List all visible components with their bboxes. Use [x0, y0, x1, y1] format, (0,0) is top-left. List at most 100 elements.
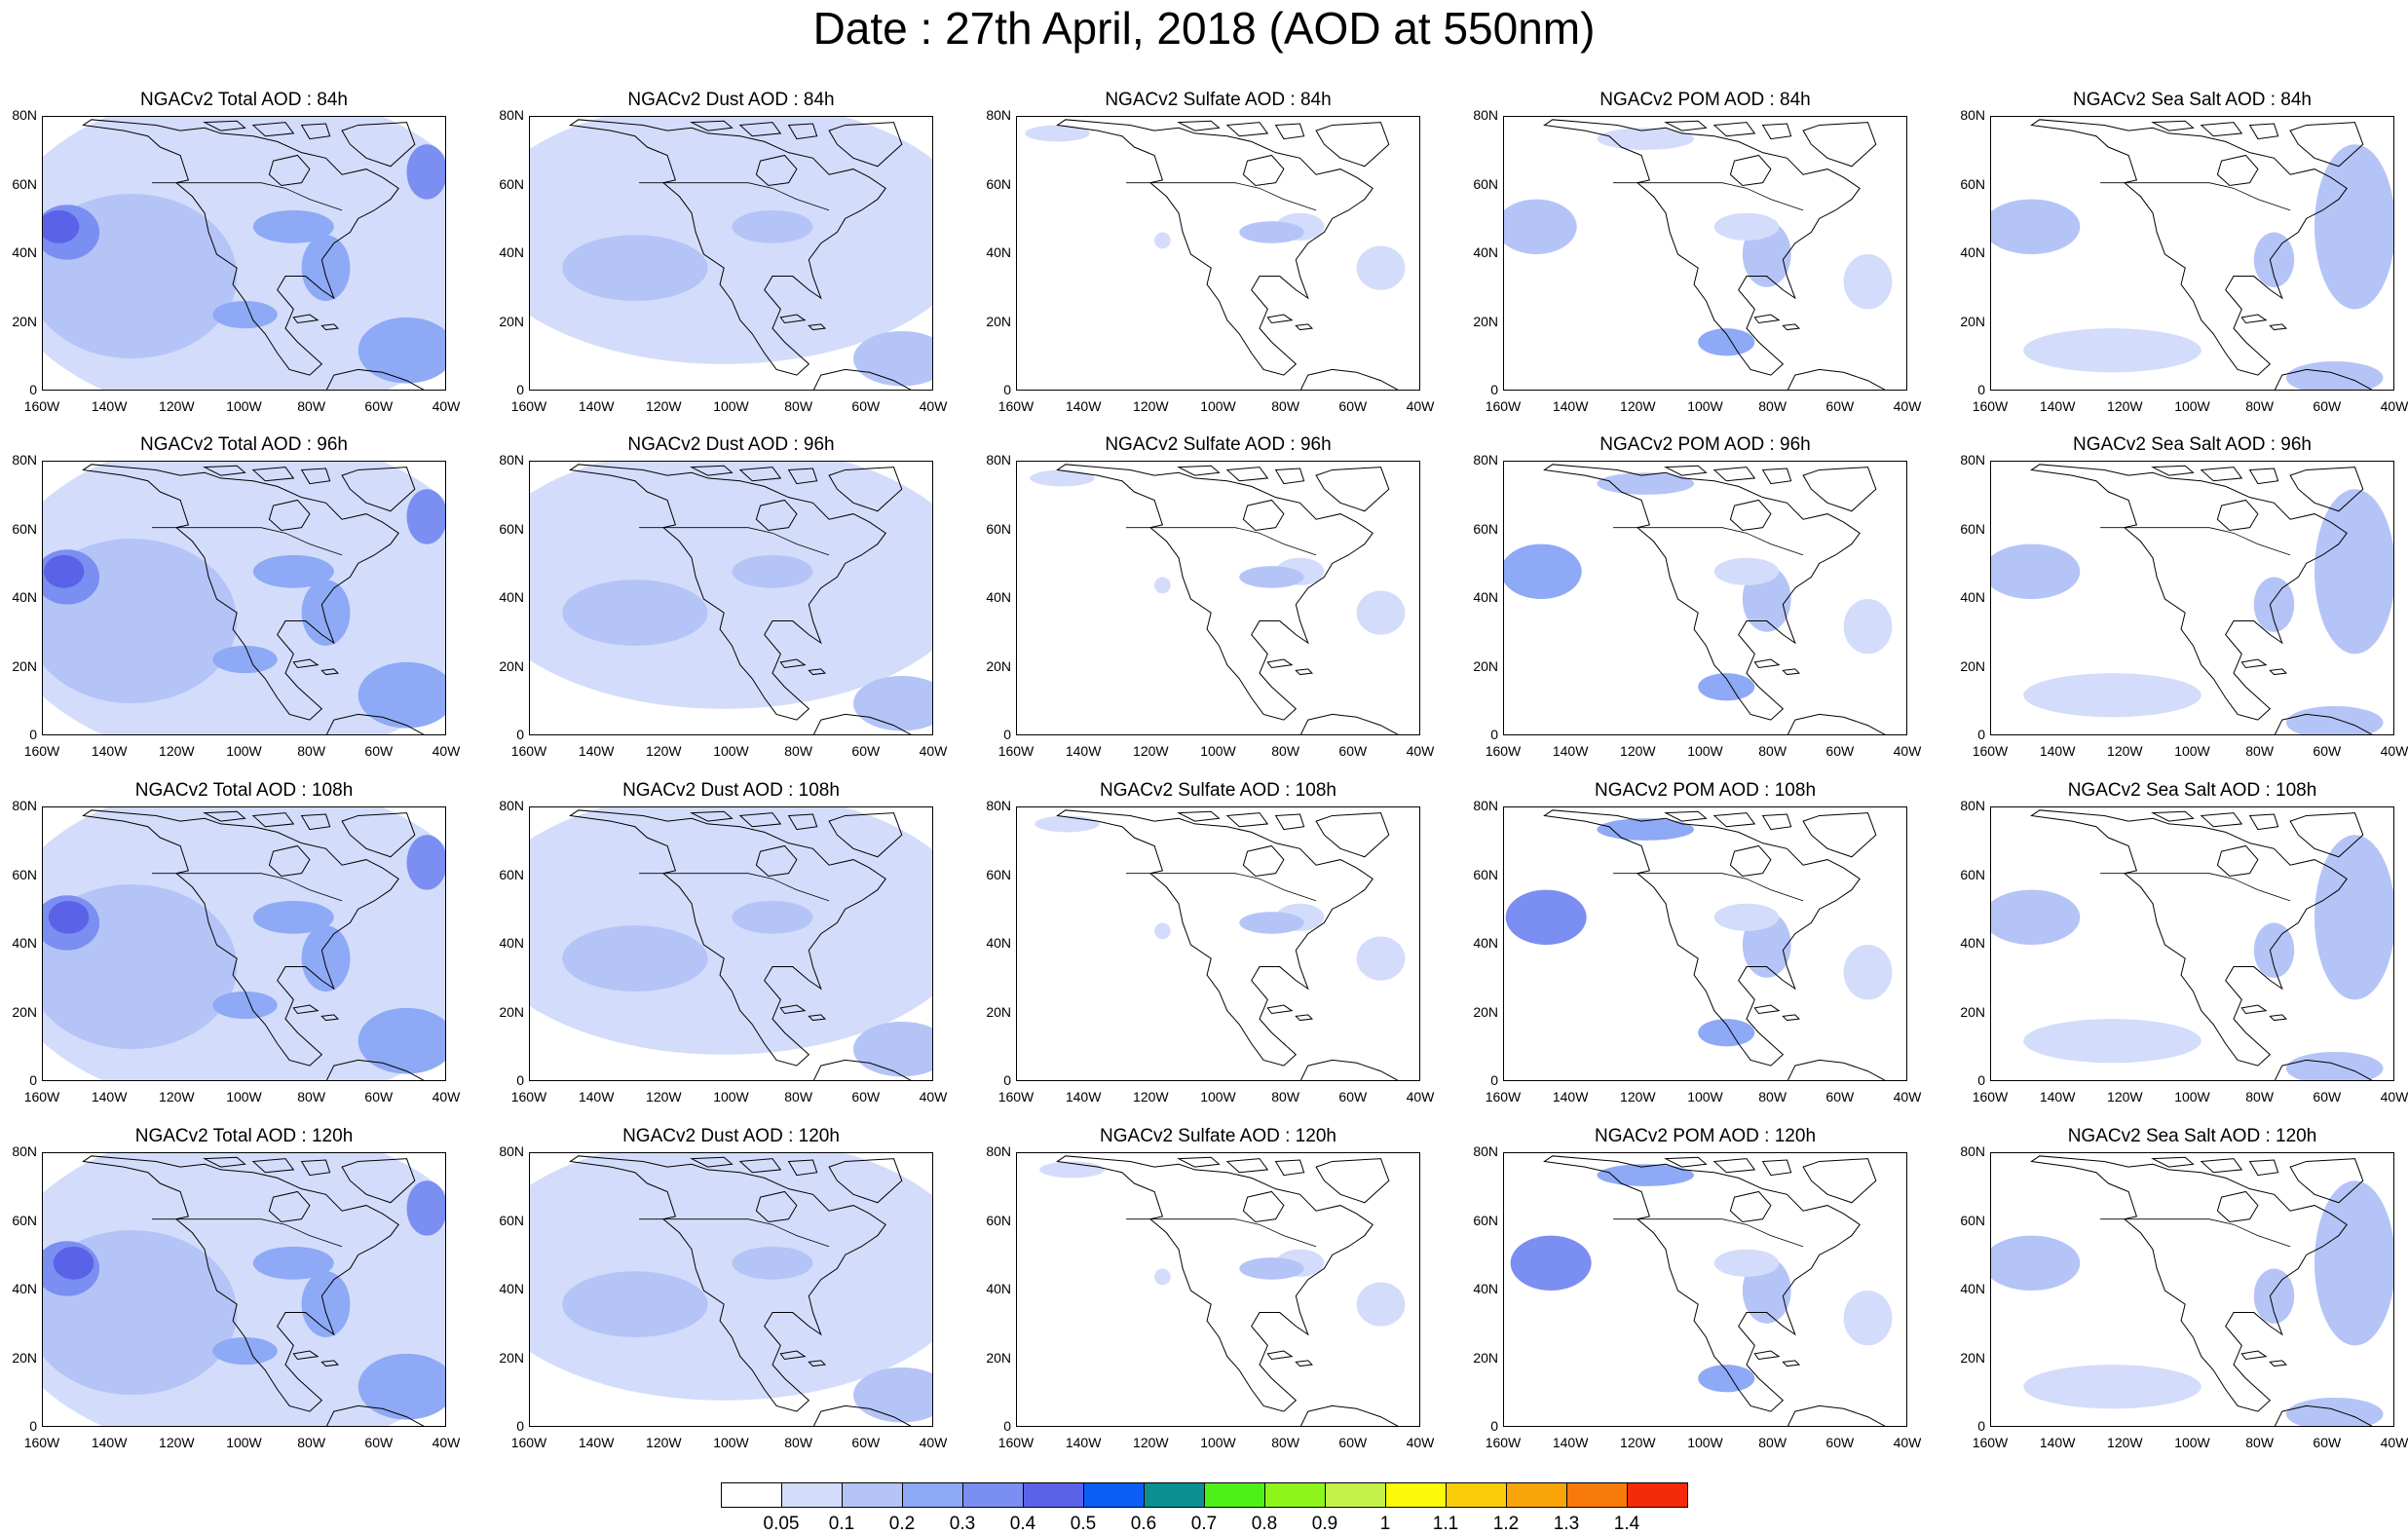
lat-tick-label: 40N: [12, 935, 37, 951]
coastline: [1729, 844, 1772, 878]
colorbar-label: 0.5: [1070, 1514, 1097, 1534]
country-border: [639, 527, 830, 556]
country-border: [639, 873, 830, 902]
aod-field: [252, 1246, 334, 1280]
coastline: [787, 1159, 818, 1177]
lon-tick-label: 80W: [784, 1435, 813, 1450]
lon-tick-label: 120W: [2107, 1435, 2143, 1450]
lon-tick-label: 40W: [1893, 1435, 1922, 1450]
coastline: [1242, 154, 1285, 187]
coastline: [1543, 119, 1861, 376]
colorbar-label: 0.3: [949, 1514, 976, 1534]
lat-tick-label: 60N: [1960, 520, 1985, 537]
aod-map: [1039, 1155, 1406, 1426]
lon-tick-label: 160W: [23, 743, 60, 759]
lat-tick-label: 0: [1003, 727, 1011, 742]
panel-title: NGACv2 Total AOD : 84h: [140, 90, 348, 110]
country-border: [152, 527, 343, 556]
lon-tick-label: 80W: [2245, 1435, 2275, 1450]
lat-tick-label: 0: [1977, 727, 1985, 742]
lat-tick-label: 20N: [1960, 1349, 1985, 1366]
lon-tick-label: 80W: [1758, 743, 1787, 759]
panel-title: NGACv2 Sea Salt AOD : 96h: [2072, 434, 2312, 455]
lon-tick-label: 40W: [919, 743, 948, 759]
aod-field: [1991, 889, 2081, 945]
lat-tick-label: 40N: [12, 589, 37, 605]
coastline: [268, 499, 311, 532]
map-plot-area: [529, 1152, 933, 1427]
country-border: [1126, 182, 1317, 211]
lat-tick-label: 0: [1490, 382, 1498, 397]
coastline: [2151, 120, 2195, 131]
lon-tick-label: 160W: [23, 1435, 60, 1450]
aod-field: [1713, 557, 1780, 585]
aod-field: [562, 235, 708, 301]
aod-field: [1843, 945, 1893, 1000]
lon-tick-label: 80W: [1758, 1089, 1787, 1104]
lat-tick-label: 80N: [986, 798, 1011, 813]
lon-tick-label: 140W: [2039, 743, 2076, 759]
lat-tick-label: 20N: [1473, 657, 1498, 674]
coastline: [779, 658, 807, 669]
lon-tick-label: 80W: [297, 743, 326, 759]
aod-field: [853, 1021, 932, 1077]
colorbar-label: 0.1: [828, 1514, 855, 1534]
lon-tick-label: 40W: [1406, 1089, 1435, 1104]
colorbar-swatch: [1385, 1482, 1447, 1508]
aod-field: [853, 675, 932, 731]
aod-field: [1597, 818, 1695, 841]
coastline: [1295, 1014, 1314, 1022]
lon-tick-label: 80W: [297, 1435, 326, 1450]
lon-tick-label: 100W: [1687, 743, 1723, 759]
aod-field: [1505, 889, 1587, 945]
lon-tick-label: 60W: [364, 398, 394, 414]
lon-tick-label: 40W: [2380, 1089, 2408, 1104]
lat-tick-label: 20N: [12, 657, 37, 674]
lon-tick-label: 80W: [1271, 743, 1300, 759]
map-plot-area: [1016, 1152, 1420, 1427]
aod-field: [1035, 815, 1100, 833]
lon-tick-label: 160W: [1972, 1089, 2009, 1104]
aod-field: [2285, 705, 2384, 734]
coastline: [2030, 809, 2348, 1067]
map-plot-area: [1503, 1152, 1907, 1427]
coastline: [808, 1014, 827, 1022]
aod-map: [530, 807, 932, 1080]
map-plot-area: [529, 461, 933, 735]
lat-tick-label: 80N: [986, 452, 1011, 468]
aod-field: [212, 991, 278, 1020]
coastline: [1802, 1158, 1877, 1204]
country-border: [1613, 182, 1804, 211]
map-plot-area: [1016, 806, 1420, 1081]
coastline: [1712, 812, 1756, 828]
lon-tick-label: 120W: [1133, 743, 1169, 759]
lat-tick-label: 60N: [986, 1212, 1011, 1228]
lon-tick-label: 160W: [1485, 1089, 1522, 1104]
lat-tick-label: 40N: [1473, 244, 1498, 260]
coastline: [2274, 368, 2373, 390]
coastline: [779, 1350, 807, 1361]
lon-tick-label: 140W: [1552, 1435, 1589, 1450]
coastline: [341, 1158, 416, 1204]
coastline: [808, 668, 827, 676]
aod-field: [1991, 199, 2081, 254]
aod-map: [1030, 464, 1406, 734]
lat-tick-label: 0: [1977, 1418, 1985, 1434]
coastline: [1266, 1350, 1294, 1361]
lat-tick-label: 20N: [1960, 313, 1985, 329]
aod-map: [1505, 809, 1893, 1080]
lon-tick-label: 100W: [2174, 1435, 2210, 1450]
aod-field: [2314, 1180, 2393, 1346]
aod-field: [1039, 1161, 1105, 1179]
aod-map: [43, 462, 445, 734]
colorbar-label: 0.6: [1130, 1514, 1157, 1534]
lon-tick-label: 140W: [2039, 398, 2076, 414]
lon-tick-label: 80W: [2245, 398, 2275, 414]
country-border: [152, 1218, 343, 1248]
coastline: [1177, 120, 1221, 131]
colorbar-label: 1.4: [1613, 1514, 1640, 1534]
aod-field: [1698, 328, 1755, 356]
coastline: [82, 809, 399, 1067]
country-border: [639, 182, 830, 211]
lon-tick-label: 60W: [2313, 398, 2342, 414]
